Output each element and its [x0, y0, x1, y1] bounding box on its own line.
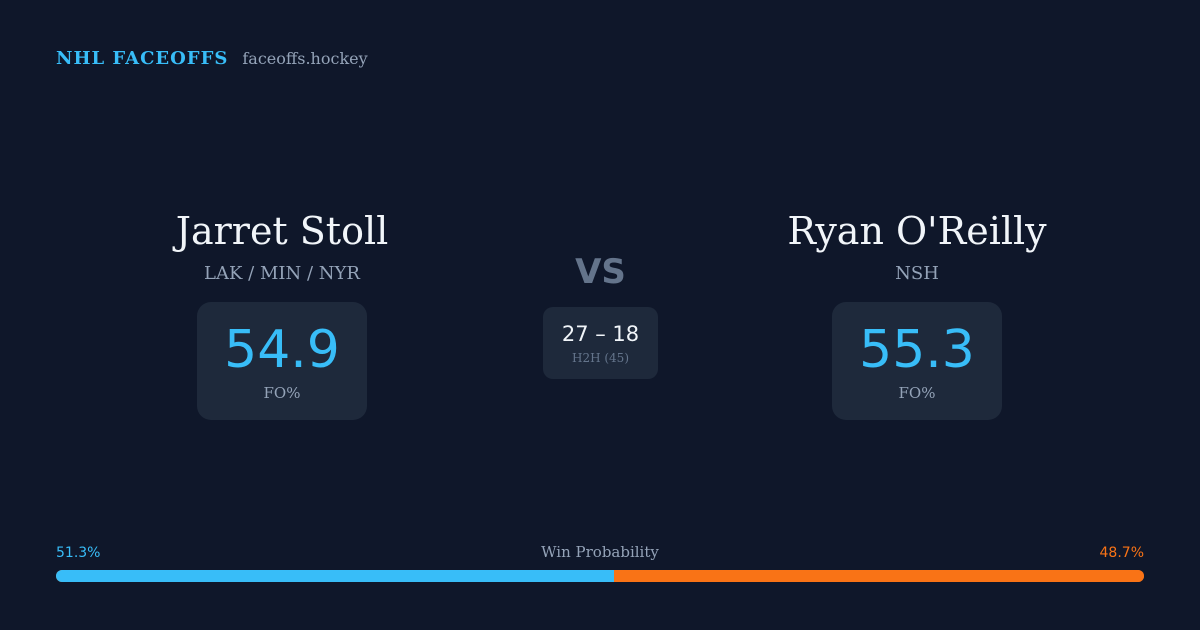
h2h-score: 27 – 18 — [561, 322, 640, 346]
player-left-fo-label: FO% — [263, 384, 301, 402]
h2h-label: H2H (45) — [571, 351, 629, 365]
player-left-name: Jarret Stoll — [175, 209, 389, 253]
matchup-center: VS 27 – 18 H2H (45) — [543, 252, 658, 379]
player-right: Ryan O'Reilly NSH 55.3 FO% — [707, 205, 1127, 420]
win-probability-left-pct: 51.3% — [56, 545, 101, 561]
player-left: Jarret Stoll LAK / MIN / NYR 54.9 FO% — [72, 205, 492, 420]
player-right-teams: NSH — [895, 263, 939, 284]
win-probability-labels: 51.3% Win Probability 48.7% — [56, 543, 1144, 563]
vs-label: VS — [575, 252, 626, 292]
header: NHL FACEOFFS faceoffs.hockey — [56, 48, 368, 69]
win-probability-left-fill — [56, 570, 615, 582]
win-probability-right-pct: 48.7% — [1099, 545, 1144, 561]
player-right-fo-label: FO% — [898, 384, 936, 402]
site-name[interactable]: faceoffs.hockey — [242, 49, 368, 68]
player-left-fo-value: 54.9 — [224, 320, 340, 380]
player-left-teams: LAK / MIN / NYR — [204, 263, 360, 284]
win-probability-bar — [56, 570, 1144, 582]
brand-title[interactable]: NHL FACEOFFS — [56, 48, 229, 69]
player-left-stat-card: 54.9 FO% — [197, 302, 367, 420]
win-probability-title: Win Probability — [541, 543, 659, 561]
player-right-name: Ryan O'Reilly — [787, 209, 1047, 253]
win-probability-right-fill — [614, 570, 1144, 582]
player-right-stat-card: 55.3 FO% — [832, 302, 1002, 420]
player-right-fo-value: 55.3 — [859, 320, 975, 380]
h2h-card: 27 – 18 H2H (45) — [543, 307, 658, 379]
